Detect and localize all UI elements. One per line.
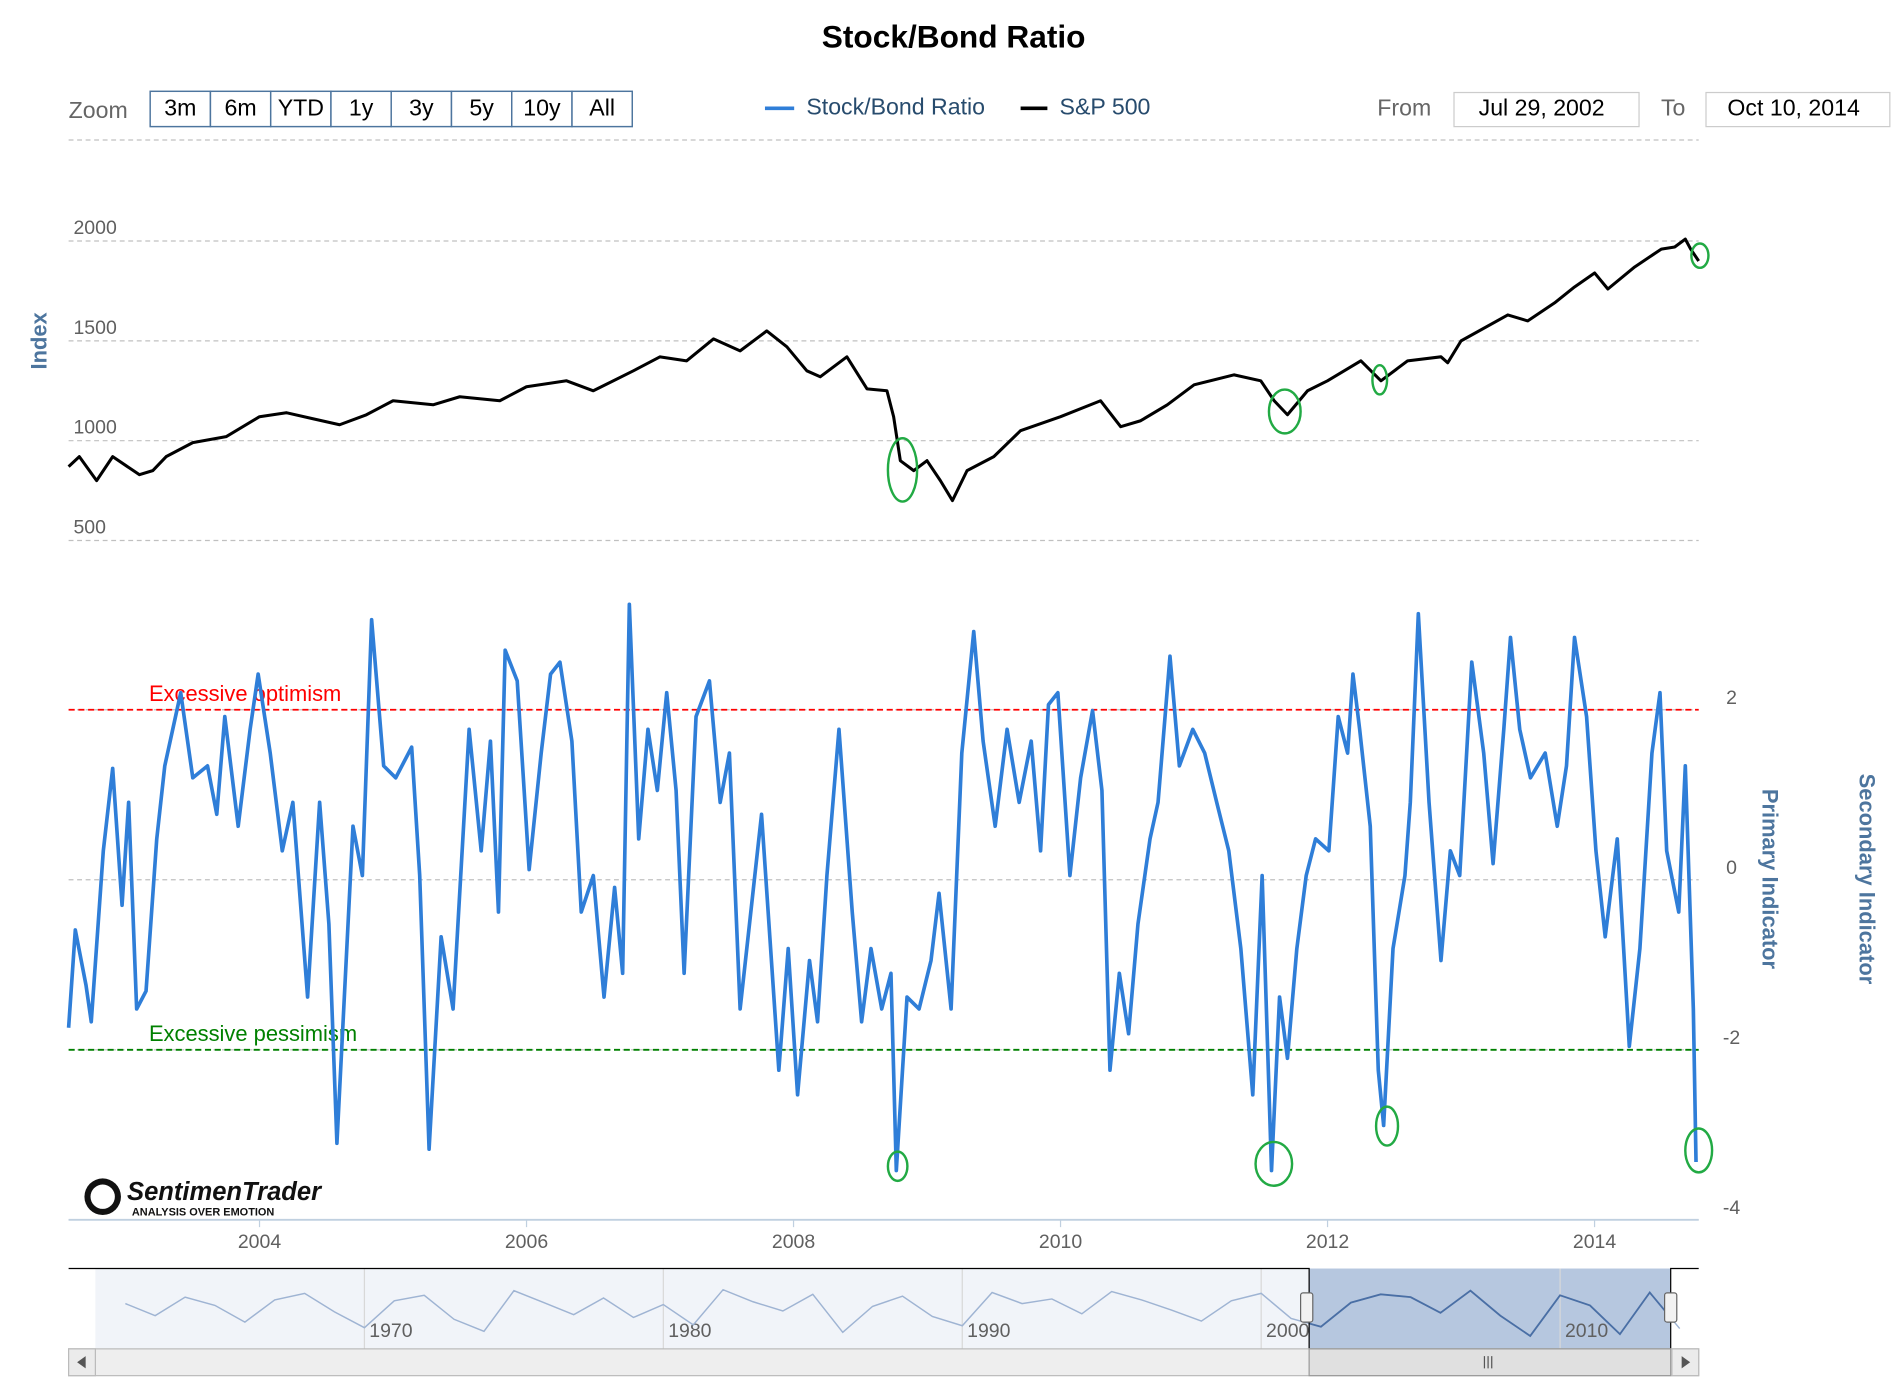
to-input[interactable] — [1705, 91, 1891, 128]
highlight-circle — [1371, 364, 1389, 396]
x-tick-label: 2008 — [772, 1231, 815, 1253]
button-box[interactable] — [450, 90, 513, 128]
button-label[interactable]: 3m — [164, 95, 196, 121]
legend-item[interactable]: Stock/Bond Ratio — [806, 93, 985, 119]
highlight-circle — [886, 1150, 909, 1183]
navigator-selection[interactable] — [1309, 1268, 1671, 1349]
y-tick-label: 0 — [1726, 857, 1737, 879]
x-tick-label: 2014 — [1573, 1231, 1616, 1253]
arrow-icon — [77, 1356, 86, 1369]
arrow-icon — [1681, 1356, 1691, 1369]
zoom-label: Zoom — [69, 97, 128, 123]
navigator-tick-label: 2010 — [1565, 1320, 1608, 1342]
button-label[interactable]: YTD — [278, 95, 324, 121]
zoom-button[interactable]: 10y — [511, 90, 573, 128]
from-value[interactable]: Jul 29, 2002 — [1479, 95, 1605, 121]
highlight-circle — [1267, 388, 1302, 435]
navigator-tick-label: 1990 — [967, 1320, 1010, 1342]
y-tick-label: 1500 — [73, 317, 116, 339]
button-box[interactable] — [571, 90, 633, 128]
x-tick-label: 2004 — [238, 1231, 281, 1253]
logo-badge — [90, 1184, 115, 1209]
highlight-circle — [886, 437, 919, 503]
zoom-buttons: 3m 6m YTD 1y 3y 5y 10y All — [149, 90, 633, 128]
highlight-circle — [1690, 242, 1710, 270]
navigator-tick-label: 1970 — [369, 1320, 412, 1342]
y-tick-label: -2 — [1723, 1027, 1740, 1049]
plot-line-label: Excessive pessimism — [149, 1021, 357, 1046]
button-label[interactable]: 1y — [349, 95, 374, 121]
y2-axis-title: Secondary Indicator — [1855, 774, 1880, 985]
y-tick-label: 500 — [73, 516, 106, 538]
series-line — [67, 237, 1700, 503]
x-tick-label: 2012 — [1306, 1231, 1349, 1253]
button-label[interactable]: 10y — [523, 95, 561, 121]
from-label: From — [1377, 95, 1431, 121]
scrollbar-grip — [1483, 1356, 1493, 1369]
highlight-circle — [1254, 1140, 1294, 1187]
scrollbar-thumb[interactable] — [1308, 1348, 1672, 1377]
y-axis-title: Primary Indicator — [1757, 789, 1782, 970]
button-label[interactable]: 3y — [409, 95, 434, 121]
button-box[interactable] — [209, 90, 272, 128]
highlights — [886, 242, 1714, 1187]
navigator-series: 1970 1980 1990 2000 2010 — [125, 1268, 1681, 1349]
x-tick-label: 2006 — [505, 1231, 548, 1253]
y-tick-label: -4 — [1723, 1197, 1740, 1219]
logo: SentimenTrader ANALYSIS OVER EMOTION — [84, 1178, 323, 1218]
to-value[interactable]: Oct 10, 2014 — [1727, 95, 1860, 121]
highlight-circle — [1684, 1127, 1714, 1174]
navigator-handle[interactable] — [1300, 1292, 1314, 1323]
to-label: To — [1661, 95, 1685, 121]
navigator-tick-label: 2000 — [1266, 1320, 1309, 1342]
highlight-circle — [1374, 1105, 1400, 1147]
zoom-button[interactable]: 1y — [330, 90, 392, 128]
navigator-handle[interactable] — [1664, 1292, 1678, 1323]
zoom-button[interactable]: 3m — [149, 90, 212, 128]
zoom-button[interactable]: All — [571, 90, 633, 128]
y-axis-title: Index — [26, 311, 51, 369]
logo-tagline: ANALYSIS OVER EMOTION — [132, 1206, 275, 1218]
x-tick-label: 2010 — [1039, 1231, 1082, 1253]
zoom-button[interactable]: 6m — [209, 90, 272, 128]
navigator-line-selected — [1309, 1289, 1671, 1338]
button-label[interactable]: 5y — [469, 95, 494, 121]
y-tick-label: 2000 — [73, 217, 116, 239]
zoom-button[interactable]: 3y — [390, 90, 453, 128]
button-box[interactable] — [149, 90, 212, 128]
from-input[interactable] — [1453, 91, 1640, 128]
button-box[interactable] — [330, 90, 392, 128]
button-box[interactable] — [269, 90, 332, 128]
button-label[interactable]: All — [589, 95, 615, 121]
navigator-mask — [95, 1268, 1310, 1349]
logo-name: SentimenTrader — [127, 1178, 323, 1206]
y-tick-label: 2 — [1726, 687, 1737, 709]
y-tick-label: 1000 — [73, 417, 116, 439]
button-box[interactable] — [390, 90, 453, 128]
chart-title: Stock/Bond Ratio — [822, 18, 1086, 54]
navigator-tick-label: 1980 — [668, 1320, 711, 1342]
zoom-button[interactable]: YTD — [269, 90, 332, 128]
zoom-button[interactable]: 5y — [450, 90, 513, 128]
legend-item[interactable]: S&P 500 — [1060, 93, 1151, 119]
button-label[interactable]: 6m — [225, 95, 257, 121]
series-line — [66, 602, 1698, 1173]
